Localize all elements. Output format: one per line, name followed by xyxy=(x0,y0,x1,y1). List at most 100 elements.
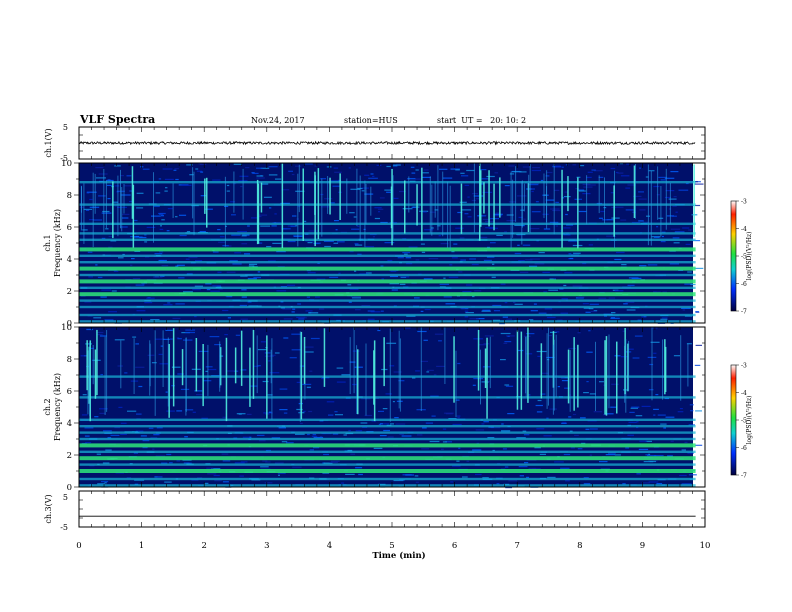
ch2-spectrogram-noise xyxy=(577,448,583,450)
ch2-spectrogram-noise xyxy=(350,453,356,455)
ch1-spectrogram-noise xyxy=(692,240,701,242)
ch1-spectrogram-noise xyxy=(176,264,185,266)
ch1-spectrogram-noise xyxy=(106,184,112,186)
ch1-spectrogram-noise xyxy=(114,185,120,187)
ch1-spectrogram-noise xyxy=(593,310,598,312)
ch2-spectrogram-noise xyxy=(157,476,163,478)
ch2-spectrogram-sferic xyxy=(303,337,306,384)
ch2-spectrogram-noise xyxy=(270,354,276,356)
ch2-spectrogram-noise xyxy=(389,365,395,367)
ch1-spectrogram-noise xyxy=(276,290,287,292)
ch1-spectrogram-noise xyxy=(614,206,624,208)
ch2-spectrogram-noise xyxy=(80,355,87,357)
ch2-spectrogram-noise xyxy=(638,448,649,450)
ch2-spectrogram-noise xyxy=(332,433,339,435)
ch1-spectrogram-noise xyxy=(639,167,642,169)
ch1-spectrogram-noise xyxy=(354,243,359,245)
ch1-spectrogram-noise xyxy=(142,168,150,170)
ch2-spectrogram-noise xyxy=(526,333,535,335)
ch2-spectrogram-sferic xyxy=(567,349,570,404)
ch1-spectrogram-noise xyxy=(625,187,631,189)
ch1-spectrogram-noise xyxy=(611,312,616,314)
ch2-spectrogram-sferic xyxy=(373,340,376,422)
ch1-spectrogram-noise xyxy=(85,209,90,211)
ch1-spectrogram-noise xyxy=(275,178,282,180)
ch1-spectrogram-noise xyxy=(496,234,503,236)
ch1-spectrogram-noise xyxy=(693,267,704,269)
ch2-spectrogram-noise xyxy=(207,473,217,475)
ch2-spectrogram-sferic xyxy=(625,339,627,413)
ch1-spectrogram-noise xyxy=(379,197,385,199)
ch1-spectrogram-noise xyxy=(500,283,506,285)
ch1-spectrogram-noise xyxy=(370,311,381,313)
ch1-spectrogram-noise xyxy=(113,270,119,272)
ch2-spectrogram-noise xyxy=(496,483,500,485)
ch1-spectrogram-noise xyxy=(402,208,413,210)
ch1-spectrogram-noise xyxy=(583,186,593,188)
ch2-spectrogram-noise xyxy=(240,461,248,463)
ch2-spectrogram-noise xyxy=(516,437,526,439)
ch2-spectrogram-noise xyxy=(543,435,552,437)
ch2-spectrogram-noise xyxy=(295,433,305,435)
ch1-spectrogram-sferic xyxy=(633,165,636,218)
ch2-spectrogram-sferic xyxy=(300,331,303,420)
ch2-spectrogram-noise xyxy=(183,339,193,341)
ch2-spectrogram-noise xyxy=(312,434,317,436)
ch2-spectrogram-noise xyxy=(694,364,701,366)
ch1-spectrogram-sferic xyxy=(460,183,463,234)
ch1-spectrogram-noise xyxy=(158,212,166,215)
ch1-spectrogram-noise xyxy=(529,265,538,267)
ch1-spectrogram-noise xyxy=(660,318,668,320)
ch1-spectrogram-noise xyxy=(292,308,296,310)
ch1-spectrogram-noise xyxy=(438,235,441,237)
ch1-spectrogram-noise xyxy=(406,263,413,265)
ch2-spectrogram-noise xyxy=(526,476,529,478)
ch1-spectrogram-noise xyxy=(241,289,247,291)
ch1-spectrogram-noise xyxy=(440,243,449,245)
ch1-spectrogram-noise xyxy=(495,212,500,214)
ch1-spectrogram-noise xyxy=(511,171,522,173)
ch1-spectrogram-noise xyxy=(281,189,290,191)
ch1-spectrogram-noise xyxy=(226,271,236,273)
ch1-spectrogram-noise xyxy=(324,198,333,200)
ch1-spectrogram-noise xyxy=(367,318,375,320)
ch1-spectrogram-band xyxy=(79,273,696,277)
ch1-spectrogram-band xyxy=(79,266,696,271)
ch1-spectrogram-noise xyxy=(673,196,677,198)
ch1-spectrogram-noise xyxy=(151,215,161,217)
ch1-spectrogram-noise xyxy=(84,301,92,303)
ch2-spectrogram-sferic xyxy=(453,336,455,403)
ch2-spectrogram-noise xyxy=(310,337,320,340)
ch1-spectrogram-noise xyxy=(451,251,455,253)
ch2-spectrogram-noise xyxy=(504,466,509,468)
ch2-spectrogram-band xyxy=(79,396,696,399)
ch2-spectrogram-noise xyxy=(303,410,306,412)
ch2-spectrogram-noise xyxy=(528,394,531,396)
ch2-spectrogram-noise xyxy=(82,394,87,396)
ch2-spectrogram-noise xyxy=(81,414,88,416)
ch1-spectrogram-noise xyxy=(687,271,692,273)
ch2-spectrogram-noise xyxy=(557,386,560,388)
ch2-spectrogram-noise xyxy=(690,410,694,412)
ch1-spectrogram-noise xyxy=(455,227,464,229)
ch1-spectrogram-noise xyxy=(682,227,690,229)
ch1-spectrogram-sferic xyxy=(499,177,501,218)
ch1-spectrogram-noise xyxy=(411,206,416,208)
ch1-spectrogram-noise xyxy=(653,185,660,188)
ch1-spectrogram-noise xyxy=(535,201,539,203)
ch1-spectrogram-noise xyxy=(257,271,261,273)
ch2-spectrogram-noise xyxy=(442,428,447,430)
ch1-spectrogram-noise xyxy=(380,265,384,267)
ch2-spectrogram-sferic xyxy=(628,340,630,391)
ch1-spectrogram-sferic xyxy=(693,164,695,237)
ch1-spectrogram-noise xyxy=(421,251,426,253)
ch1-spectrogram-noise xyxy=(543,228,551,230)
ch1-spectrogram-noise xyxy=(164,190,168,192)
ch2-spectrogram-noise xyxy=(274,462,284,464)
colorbar-tick-label: -5 xyxy=(741,254,747,261)
ch1-spectrogram-noise xyxy=(349,212,355,214)
ch1-spectrogram-noise xyxy=(133,236,143,238)
ch2-spectrogram-noise xyxy=(183,462,190,464)
ch2-spectrogram-noise xyxy=(97,483,105,485)
ch2-spectrogram-noise xyxy=(507,335,510,337)
